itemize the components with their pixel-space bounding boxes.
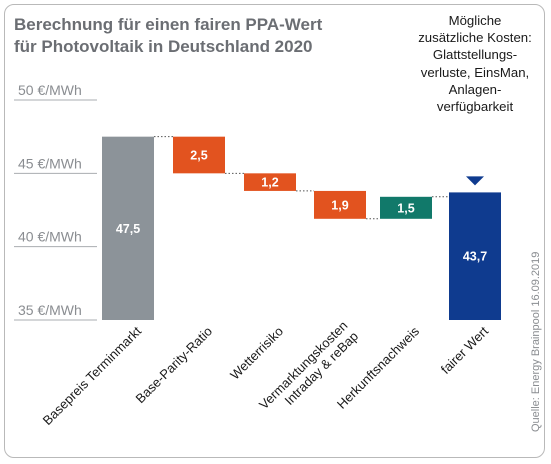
y-tick-label-1: 45 €/MWh bbox=[18, 155, 82, 171]
category-label-5: fairer Wert bbox=[438, 323, 492, 377]
y-tick-label-0: 50 €/MWh bbox=[18, 82, 82, 98]
bar-4 bbox=[380, 196, 432, 219]
bar-value-label-0: 47,5 bbox=[116, 222, 140, 236]
bar-value-label-5: 43,7 bbox=[463, 250, 487, 264]
bar-5 bbox=[449, 192, 501, 320]
bar-value-label-3: 1,9 bbox=[331, 198, 348, 212]
additional-costs-note: Mögliche zusätzliche Kosten: Glattstellu… bbox=[418, 13, 532, 115]
category-label-0: Basepreis Terminmarkt bbox=[40, 323, 145, 428]
bar-value-label-2: 1,2 bbox=[261, 176, 278, 190]
bar-value-label-4: 1,5 bbox=[397, 201, 414, 215]
note-arrow bbox=[466, 176, 484, 186]
bar-2 bbox=[244, 173, 296, 191]
bar-3 bbox=[314, 190, 366, 219]
y-tick-label-2: 40 €/MWh bbox=[18, 229, 82, 245]
bar-1 bbox=[173, 136, 225, 174]
chart-title: Berechnung für einen fairen PPA-Wert für… bbox=[14, 15, 323, 56]
bar-value-label-1: 2,5 bbox=[190, 149, 207, 163]
bar-0 bbox=[102, 136, 154, 320]
category-label-2: Wetterrisiko bbox=[227, 324, 286, 383]
y-tick-label-3: 35 €/MWh bbox=[18, 302, 82, 318]
category-label-1: Base-Parity-Ratio bbox=[132, 324, 215, 407]
